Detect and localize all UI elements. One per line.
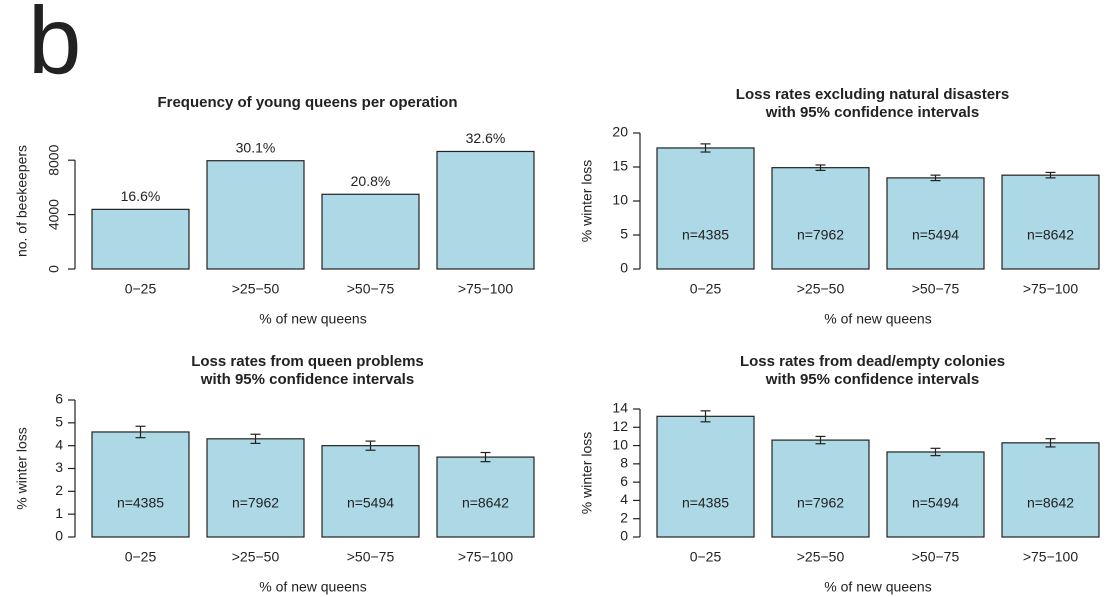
x-tick-label: >50−75	[347, 549, 395, 565]
x-tick-label: >50−75	[912, 281, 960, 297]
x-tick-label: >75−100	[458, 549, 513, 565]
x-axis-label: % of new queens	[259, 579, 366, 595]
bar	[656, 415, 755, 538]
bar	[436, 150, 535, 270]
chart-title: Loss rates excluding natural disasters	[736, 86, 1009, 103]
bar-label: n=4385	[117, 495, 164, 511]
bar	[771, 167, 870, 270]
x-tick-label: 0−25	[125, 281, 157, 297]
y-tick-label: 10	[612, 192, 628, 208]
y-axis-label: % winter loss	[579, 160, 595, 242]
bar	[206, 438, 305, 538]
bar-label: n=7962	[797, 495, 844, 511]
y-tick-label: 3	[55, 459, 63, 475]
y-tick-label: 4	[620, 491, 628, 507]
chart-title: with 95% confidence intervals	[200, 371, 414, 388]
y-tick-label: 4000	[46, 199, 62, 230]
panel-label: b	[28, 0, 81, 94]
bar-label: n=8642	[1027, 495, 1074, 511]
x-tick-label: >75−100	[1023, 549, 1078, 565]
bar-label: n=5494	[912, 227, 959, 243]
x-tick-label: >75−100	[458, 281, 513, 297]
y-tick-label: 1	[55, 505, 63, 521]
x-tick-label: >25−50	[797, 549, 845, 565]
bar-label: n=4385	[682, 227, 729, 243]
bar	[771, 439, 870, 538]
y-tick-label: 20	[612, 124, 628, 140]
bar	[436, 456, 535, 538]
y-tick-label: 10	[612, 436, 628, 452]
bar	[886, 451, 985, 538]
y-tick-label: 8000	[46, 144, 62, 175]
bar-label: n=5494	[912, 495, 959, 511]
y-tick-label: 5	[55, 414, 63, 430]
y-axis-label: no. of beekeepers	[14, 145, 30, 257]
x-tick-label: >50−75	[347, 281, 395, 297]
bar-label: 32.6%	[466, 130, 506, 146]
chart-title: Frequency of young queens per operation	[157, 94, 457, 111]
x-tick-label: 0−25	[690, 281, 722, 297]
y-tick-label: 4	[55, 436, 63, 452]
bar-label: 20.8%	[351, 173, 391, 189]
bar	[321, 193, 420, 270]
y-tick-label: 0	[46, 265, 62, 273]
bar-label: n=7962	[797, 227, 844, 243]
chart-title: Loss rates from queen problems	[191, 353, 424, 370]
x-tick-label: >25−50	[797, 281, 845, 297]
bar	[656, 147, 755, 270]
x-axis-label: % of new queens	[824, 311, 931, 327]
x-tick-label: >75−100	[1023, 281, 1078, 297]
bar	[91, 208, 190, 270]
chart-title: Loss rates from dead/empty colonies	[740, 353, 1005, 370]
y-tick-label: 2	[55, 482, 63, 498]
bar	[321, 445, 420, 538]
bar-label: 16.6%	[121, 188, 161, 204]
y-tick-label: 14	[612, 400, 628, 416]
y-tick-label: 0	[620, 260, 628, 276]
chart-title: with 95% confidence intervals	[765, 104, 979, 121]
x-tick-label: >50−75	[912, 549, 960, 565]
x-tick-label: >25−50	[232, 549, 280, 565]
bar-label: 30.1%	[236, 139, 276, 155]
y-tick-label: 12	[612, 418, 628, 434]
bar	[91, 431, 190, 538]
x-tick-label: 0−25	[125, 549, 157, 565]
y-tick-label: 6	[55, 391, 63, 407]
y-axis-label: % winter loss	[579, 432, 595, 514]
y-tick-label: 0	[55, 528, 63, 544]
bar-label: n=4385	[682, 495, 729, 511]
bar	[886, 177, 985, 270]
y-tick-label: 15	[612, 158, 628, 174]
y-axis-label: % winter loss	[14, 427, 30, 509]
y-tick-label: 6	[620, 473, 628, 489]
bar	[1001, 442, 1100, 538]
bar-label: n=8642	[1027, 227, 1074, 243]
y-tick-label: 8	[620, 455, 628, 471]
y-tick-label: 0	[620, 528, 628, 544]
x-axis-label: % of new queens	[824, 579, 931, 595]
chart-title: with 95% confidence intervals	[765, 371, 979, 388]
bar-label: n=7962	[232, 495, 279, 511]
y-tick-label: 5	[620, 226, 628, 242]
y-tick-label: 2	[620, 509, 628, 525]
x-tick-label: >25−50	[232, 281, 280, 297]
bar-label: n=5494	[347, 495, 394, 511]
x-axis-label: % of new queens	[259, 311, 366, 327]
bar-label: n=8642	[462, 495, 509, 511]
bar	[206, 160, 305, 270]
bar	[1001, 174, 1100, 270]
x-tick-label: 0−25	[690, 549, 722, 565]
